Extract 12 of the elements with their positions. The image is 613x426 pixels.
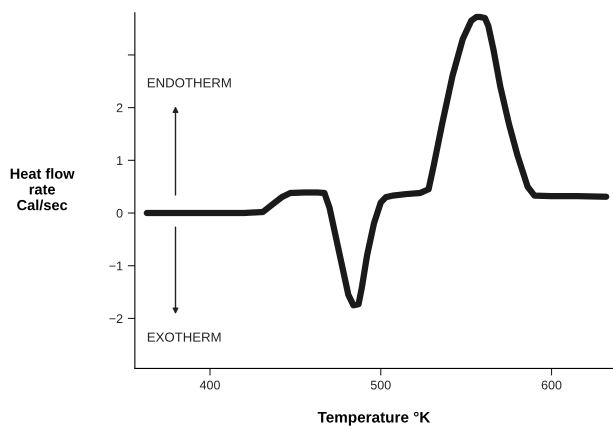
y-tick-label: −2 bbox=[109, 314, 122, 323]
x-tick-label: 500 bbox=[370, 380, 391, 390]
y-tick-label: 0 bbox=[116, 208, 123, 218]
x-tick-label: 400 bbox=[200, 380, 220, 390]
x-tick-label: 600 bbox=[542, 380, 562, 390]
y-axis-title: Heat flow rate Cal/sec bbox=[10, 168, 75, 210]
y-tick-label: 1 bbox=[117, 156, 122, 165]
y-tick-label: −1 bbox=[109, 262, 122, 270]
annotation: ENDOTHERM bbox=[148, 78, 231, 88]
y-tick-label: 2 bbox=[116, 103, 122, 112]
x-axis-title: Temperature °K bbox=[318, 412, 430, 426]
annotation: EXOTHERM bbox=[148, 332, 221, 342]
